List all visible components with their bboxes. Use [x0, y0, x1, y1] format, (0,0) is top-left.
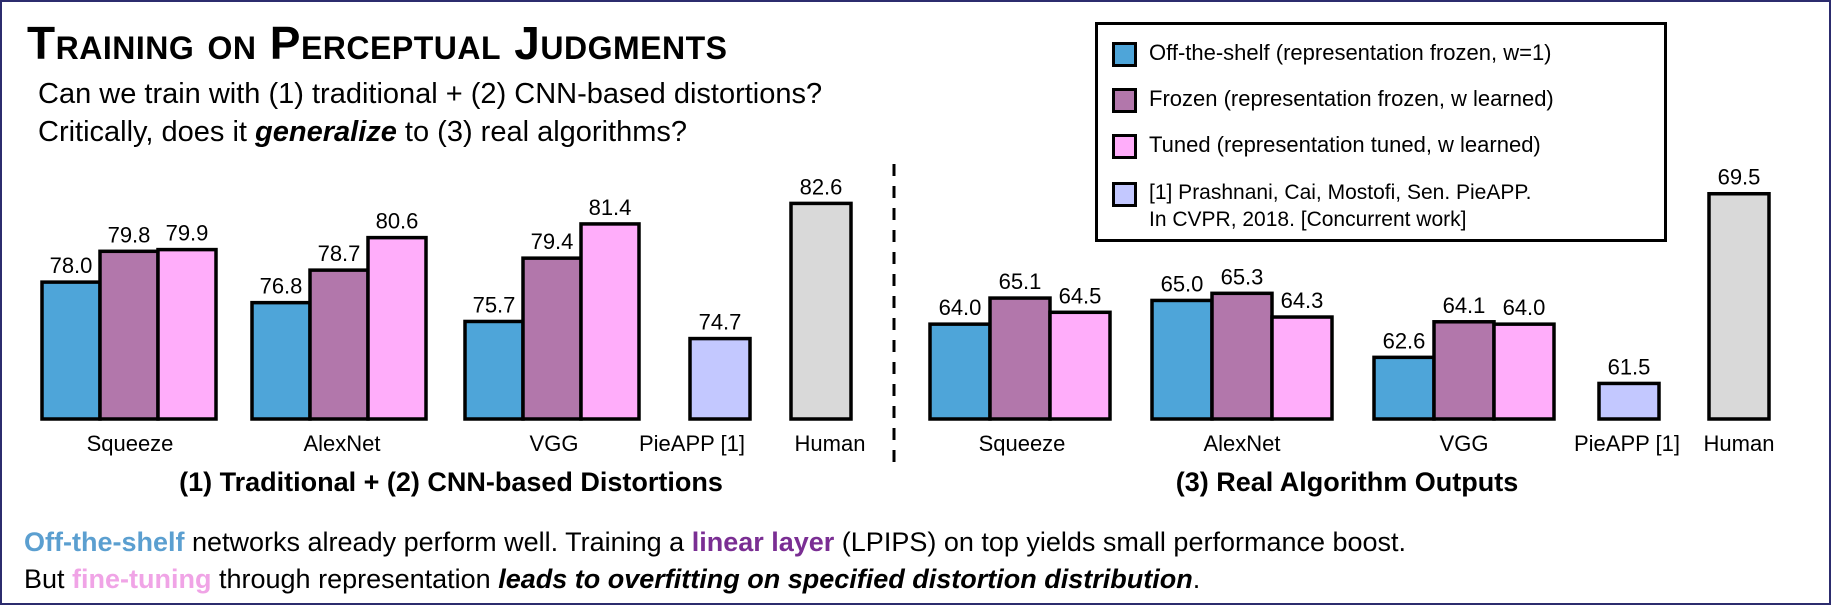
legend-item-pieapp-ref: [1] Prashnani, Cai, Mostofi, Sen. PieAPP…	[1112, 179, 1531, 233]
legend-item-off-the-shelf: Off-the-shelf (representation frozen, w=…	[1112, 39, 1552, 67]
x-tick-label-2-5: Human	[1704, 431, 1775, 456]
takeaway-2-end: .	[1192, 564, 1201, 594]
bar-1-squeeze-tuned	[156, 247, 218, 421]
slide-title: Training on Perceptual Judgments	[27, 17, 728, 69]
bar-1-human-value: 82.6	[800, 174, 843, 199]
reference-line-1: [1] Prashnani, Cai, Mostofi, Sen. PieAPP…	[1149, 179, 1531, 206]
bar-1-vgg-frozen	[521, 256, 583, 421]
legend-item-tuned: Tuned (representation tuned, w learned)	[1112, 131, 1541, 159]
reference-authors: [1] Prashnani, Cai, Mostofi, Sen.	[1149, 181, 1456, 204]
bar-2-alexnet-frozen	[1210, 291, 1274, 421]
bar-2-squeeze-frozen	[988, 296, 1052, 421]
x-tick-label-1-3: VGG	[530, 431, 579, 456]
bar-1-alexnet-off-the-shelf	[250, 300, 312, 421]
bar-1-squeeze-tuned-value: 79.9	[166, 221, 209, 246]
takeaway-line-1: Off-the-shelf networks already perform w…	[24, 527, 1406, 558]
bar-2-vgg-tuned	[1492, 322, 1556, 421]
legend-swatch-pieapp	[1112, 182, 1137, 207]
legend-item-frozen: Frozen (representation frozen, w learned…	[1112, 85, 1554, 113]
bar-2-squeeze-frozen-value: 65.1	[999, 269, 1042, 294]
bar-2-squeeze-tuned	[1048, 310, 1112, 421]
question-line-2-start: Critically, does it	[38, 116, 256, 148]
text-off-the-shelf: Off-the-shelf	[24, 527, 185, 557]
chart-title-2: (3) Real Algorithm Outputs	[1176, 467, 1519, 497]
bar-1-pieapp-value: 74.7	[699, 310, 742, 335]
question-line-2: Critically, does it generalize to (3) re…	[38, 116, 687, 149]
text-overfitting: leads to overfitting on specified distor…	[498, 564, 1193, 594]
bar-2-vgg-frozen	[1432, 320, 1496, 421]
x-tick-label-2-3: VGG	[1440, 431, 1489, 456]
legend-label-tuned: Tuned (representation tuned, w learned)	[1149, 132, 1541, 157]
bar-1-squeeze-off-the-shelf-value: 78.0	[50, 253, 93, 278]
reference-line-2: In CVPR, 2018. [Concurrent work]	[1149, 208, 1467, 231]
bar-1-vgg-tuned-value: 81.4	[589, 195, 632, 220]
text-linear-layer: linear layer	[691, 527, 835, 557]
bar-2-squeeze-off-the-shelf	[928, 322, 992, 421]
bar-2-squeeze-off-the-shelf-value: 64.0	[939, 295, 982, 320]
legend-swatch-tuned	[1112, 134, 1137, 159]
bar-1-alexnet-off-the-shelf-value: 76.8	[260, 274, 303, 299]
question-line-2-end: to (3) real algorithms?	[396, 116, 687, 148]
legend-reference: [1] Prashnani, Cai, Mostofi, Sen. PieAPP…	[1149, 179, 1531, 233]
takeaway-line-2: But fine-tuning through representation l…	[24, 564, 1200, 595]
x-tick-label-2-2: AlexNet	[1203, 431, 1280, 456]
takeaway-1-end: (LPIPS) on top yields small performance …	[834, 527, 1407, 557]
question-line-1: Can we train with (1) traditional + (2) …	[38, 78, 823, 110]
bar-2-vgg-frozen-value: 64.1	[1443, 293, 1486, 318]
bar-2-vgg-tuned-value: 64.0	[1503, 295, 1546, 320]
bar-2-alexnet-tuned	[1270, 315, 1334, 421]
x-tick-label-2-1: Squeeze	[979, 431, 1066, 456]
bar-1-alexnet-tuned-value: 80.6	[376, 209, 419, 234]
bar-2-alexnet-off-the-shelf-value: 65.0	[1161, 271, 1204, 296]
bar-2-alexnet-tuned-value: 64.3	[1281, 288, 1324, 313]
bar-2-alexnet-frozen-value: 65.3	[1221, 264, 1264, 289]
bar-2-vgg-off-the-shelf	[1372, 355, 1436, 421]
takeaway-1-mid: networks already perform well. Training …	[184, 527, 692, 557]
x-tick-label-1-1: Squeeze	[87, 431, 174, 456]
legend-swatch-frozen	[1112, 88, 1137, 113]
bar-2-human	[1707, 191, 1771, 421]
x-tick-label-2-4: PieAPP [1]	[1574, 431, 1680, 456]
bar-2-vgg-off-the-shelf-value: 62.6	[1383, 328, 1426, 353]
legend-label-frozen: Frozen (representation frozen, w learned…	[1149, 86, 1554, 111]
bar-2-pieapp	[1597, 381, 1661, 421]
bar-1-vgg-off-the-shelf	[463, 319, 525, 421]
bar-1-squeeze-off-the-shelf	[40, 280, 102, 421]
text-fine-tuning: fine-tuning	[72, 564, 212, 594]
takeaway-2-start: But	[24, 564, 73, 594]
legend-swatch-off-the-shelf	[1112, 42, 1137, 67]
legend: Off-the-shelf (representation frozen, w=…	[1095, 22, 1667, 242]
takeaway-2-mid: through representation	[211, 564, 499, 594]
bar-1-alexnet-tuned	[366, 235, 428, 421]
bar-1-vgg-off-the-shelf-value: 75.7	[473, 292, 516, 317]
bar-2-squeeze-tuned-value: 64.5	[1059, 283, 1102, 308]
bar-charts: 78.0 79.8 79.9 76.8 78.7 80.6 75.7 79.4 81.4 74.7…	[40, 164, 1775, 497]
reference-title: PieAPP.	[1455, 181, 1532, 204]
bar-2-human-value: 69.5	[1718, 165, 1761, 190]
legend-label-off-the-shelf: Off-the-shelf (representation frozen, w=…	[1149, 40, 1552, 65]
bar-1-vgg-tuned	[579, 222, 641, 421]
bar-1-alexnet-frozen-value: 78.7	[318, 241, 361, 266]
x-tick-label-1-2: AlexNet	[303, 431, 380, 456]
x-tick-label-1-5: Human	[795, 431, 866, 456]
bar-2-alexnet-off-the-shelf	[1150, 298, 1214, 421]
question-emphasis: generalize	[255, 116, 397, 148]
bar-2-pieapp-value: 61.5	[1608, 354, 1651, 379]
bar-1-human	[789, 201, 853, 421]
bar-1-squeeze-frozen	[98, 249, 160, 421]
bar-1-pieapp	[688, 336, 752, 421]
chart-title-1: (1) Traditional + (2) CNN-based Distorti…	[179, 467, 723, 497]
x-tick-label-1-4: PieAPP [1]	[639, 431, 745, 456]
bar-1-vgg-frozen-value: 79.4	[531, 229, 574, 254]
bar-1-squeeze-frozen-value: 79.8	[108, 222, 151, 247]
bar-1-alexnet-frozen	[308, 268, 370, 421]
